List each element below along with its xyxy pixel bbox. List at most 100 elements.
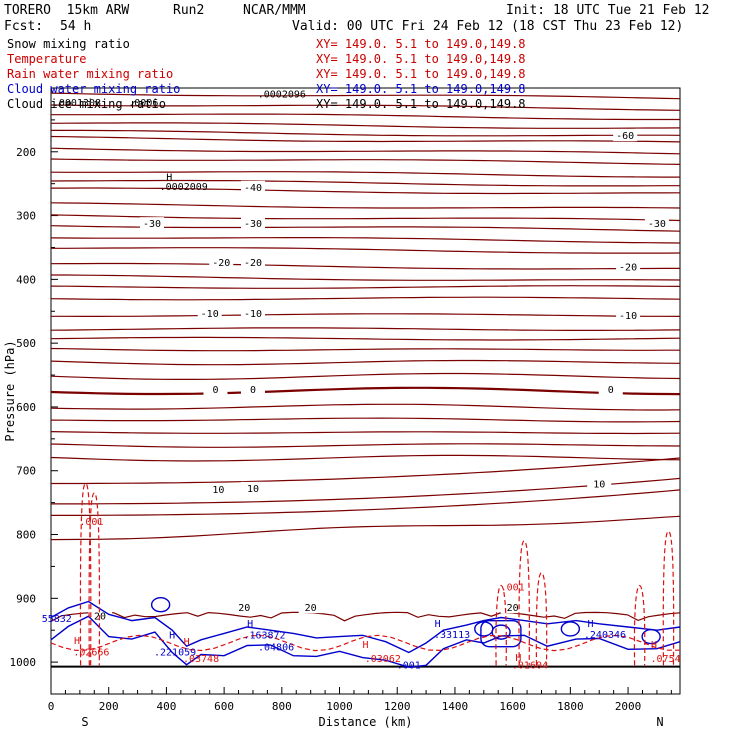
isotherm bbox=[50, 285, 681, 289]
legend-xy-range: XY= 149.0. 5.1 to 149.0,149.8 bbox=[316, 37, 526, 51]
y-tick-label: 500 bbox=[16, 337, 36, 350]
isotherm bbox=[50, 104, 681, 111]
isotherm-label: 10 bbox=[212, 485, 224, 496]
isotherm-label: 20 bbox=[238, 603, 250, 614]
rain-water-contour bbox=[79, 482, 92, 666]
y-tick-label: 1000 bbox=[10, 656, 37, 669]
cloud-cell bbox=[474, 621, 494, 637]
isotherm-label: -20 bbox=[212, 258, 230, 269]
isotherm bbox=[50, 403, 681, 411]
isotherm bbox=[51, 457, 681, 485]
isotherm bbox=[50, 171, 680, 178]
isotherm-label: 20 bbox=[305, 603, 317, 614]
rain-contour-label: H bbox=[651, 640, 657, 651]
legend-xy-range: XY= 149.0. 5.1 to 149.0,149.8 bbox=[316, 52, 526, 66]
legend-xy-range: XY= 149.0. 5.1 to 149.0,149.8 bbox=[316, 67, 526, 81]
cloud-contour-label: .221059 bbox=[154, 648, 196, 659]
cloud-contour-label: 55832 bbox=[42, 614, 72, 625]
isotherm bbox=[50, 135, 681, 143]
north-end-label: N bbox=[656, 715, 663, 729]
rain-contour-label: .03748 bbox=[183, 654, 219, 665]
cloud-contour-label: H bbox=[247, 619, 253, 630]
isotherm-label: -10 bbox=[244, 309, 262, 320]
isotherm-label-bg bbox=[209, 256, 234, 269]
isotherm-label: 20 bbox=[507, 603, 519, 614]
legend-xy-range: XY= 149.0. 5.1 to 149.0,149.8 bbox=[316, 82, 526, 96]
isotherm-label: -10 bbox=[201, 309, 219, 320]
cloud-contour-label: H bbox=[435, 619, 441, 630]
x-tick-label: 1600 bbox=[499, 700, 526, 713]
rain-contour-label: H bbox=[74, 636, 80, 647]
cloud-cell bbox=[560, 621, 581, 637]
isotherm-label-bg bbox=[598, 383, 623, 395]
isotherm bbox=[51, 477, 681, 505]
isotherm-label: -40 bbox=[244, 183, 262, 194]
snow-contour-label: .0001308 bbox=[53, 98, 101, 109]
isotherm bbox=[50, 431, 681, 435]
y-tick-label: 200 bbox=[16, 146, 36, 159]
isotherm-label-bg bbox=[240, 217, 265, 230]
cloud-contour-label: .163872 bbox=[243, 631, 285, 642]
isotherm bbox=[50, 92, 681, 100]
y-tick-label: 900 bbox=[16, 592, 36, 605]
rain-water-contour bbox=[88, 492, 101, 666]
x-axis-title: Distance (km) bbox=[319, 715, 413, 729]
rain-contour-label: .001 bbox=[79, 517, 103, 528]
run-label: Run2 bbox=[173, 3, 205, 18]
isotherm bbox=[50, 454, 681, 462]
rain-water-contour bbox=[633, 584, 646, 666]
isotherm bbox=[50, 147, 681, 155]
legend-entry: Temperature bbox=[7, 52, 86, 66]
rain-contour-label: .03062 bbox=[365, 654, 401, 665]
rain-contour-label: .02666 bbox=[73, 648, 109, 659]
rain-contour-label: H bbox=[184, 637, 190, 648]
cloud-cell bbox=[480, 619, 522, 648]
cloud-cell bbox=[641, 628, 661, 645]
isotherm-label-bg bbox=[616, 260, 641, 273]
isotherm-label-bg bbox=[616, 309, 641, 322]
cloud-cell bbox=[150, 596, 171, 613]
isotherm bbox=[51, 247, 681, 254]
isotherm-label: 10 bbox=[247, 484, 259, 495]
cloud-contour-label: H bbox=[169, 631, 175, 642]
isotherm-label-bg bbox=[240, 180, 265, 193]
isotherm bbox=[50, 296, 681, 301]
isotherm bbox=[50, 122, 681, 129]
valid-time: Valid: 00 UTC Fri 24 Feb 12 (18 CST Thu … bbox=[292, 19, 684, 34]
isotherm bbox=[50, 214, 681, 222]
y-tick-label: 300 bbox=[16, 210, 36, 223]
isotherm bbox=[50, 372, 681, 380]
isotherm bbox=[50, 202, 681, 209]
isotherm-label: 0 bbox=[608, 385, 614, 396]
x-tick-label: 1400 bbox=[442, 700, 469, 713]
y-tick-label: 400 bbox=[16, 273, 36, 286]
isotherm-label-bg bbox=[240, 256, 265, 269]
isotherm bbox=[50, 347, 680, 352]
cloud-contour-label: .001 bbox=[397, 660, 421, 671]
legend-entry: Cloud water mixing ratio bbox=[7, 82, 180, 96]
cloud-contour-label: .04806 bbox=[258, 643, 294, 654]
isotherm-label-bg bbox=[500, 601, 525, 614]
isotherm-label-bg bbox=[203, 383, 228, 395]
isotherm-label: 10 bbox=[593, 479, 605, 490]
forecast-label: Fcst: bbox=[4, 19, 44, 34]
x-tick-label: 800 bbox=[272, 700, 292, 713]
init-time: Init: 18 UTC Tue 21 Feb 12 bbox=[506, 3, 710, 18]
x-tick-label: 1000 bbox=[326, 700, 353, 713]
isotherm bbox=[50, 336, 681, 341]
x-tick-label: 0 bbox=[48, 700, 55, 713]
isotherm bbox=[50, 237, 681, 244]
x-tick-label: 400 bbox=[156, 700, 176, 713]
snow-contour-label: .0006 bbox=[128, 98, 158, 109]
isotherm-label: -30 bbox=[244, 219, 262, 230]
isotherm-label: -30 bbox=[648, 219, 666, 230]
isotherm-label-bg bbox=[197, 307, 222, 320]
isotherm bbox=[50, 417, 681, 423]
isotherm bbox=[51, 274, 681, 281]
rain-contour-label: H bbox=[515, 653, 521, 664]
legend-xy-range: XY= 149.0. 5.1 to 149.0,149.8 bbox=[316, 97, 526, 111]
legend-entry: Rain water mixing ratio bbox=[7, 67, 173, 81]
isotherm bbox=[51, 129, 681, 137]
isotherm bbox=[51, 113, 680, 121]
y-tick-label: 800 bbox=[16, 529, 36, 542]
